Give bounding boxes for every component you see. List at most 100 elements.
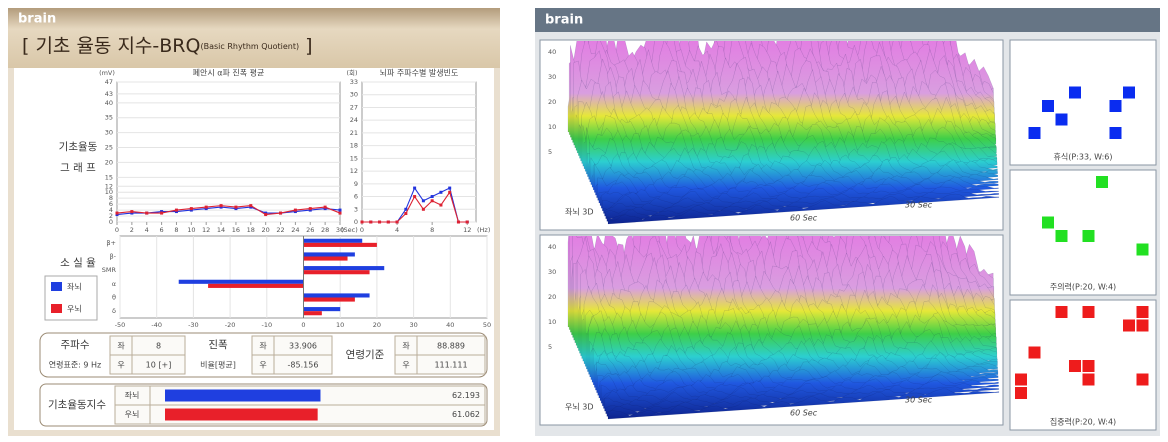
x-tick-label: 2 bbox=[130, 226, 134, 234]
point bbox=[439, 190, 443, 194]
point bbox=[395, 220, 399, 224]
pattern-cell bbox=[1055, 113, 1068, 126]
surface-plot bbox=[567, 41, 1000, 225]
x-unit: (Sec) bbox=[341, 226, 358, 234]
x-tick-label: 50 bbox=[483, 321, 491, 329]
pattern-cell bbox=[1028, 346, 1041, 359]
point bbox=[448, 190, 452, 194]
category-label: SMR bbox=[102, 266, 117, 274]
point bbox=[145, 211, 149, 215]
pattern-cell bbox=[1136, 319, 1149, 332]
y-tick-label: 15 bbox=[105, 173, 113, 181]
series-line bbox=[116, 205, 341, 216]
x-tick-label: 10 bbox=[336, 321, 344, 329]
x-tick-label: 18 bbox=[247, 226, 255, 234]
bar bbox=[303, 242, 377, 247]
y-tick-label: 24 bbox=[350, 116, 358, 124]
x-tick-label: 22 bbox=[276, 226, 284, 234]
point bbox=[219, 204, 223, 208]
legend-label: 우뇌 bbox=[67, 305, 82, 314]
row-label: 우 bbox=[259, 361, 266, 370]
x-tick-label: -50 bbox=[115, 321, 126, 329]
surface-row bbox=[605, 380, 999, 414]
chart-title: 폐안시 α파 진폭 평균 bbox=[193, 68, 265, 78]
row-label: 우 bbox=[117, 361, 124, 370]
category-label: α bbox=[112, 280, 116, 288]
y-tick-label: 33 bbox=[350, 78, 358, 86]
surface-row bbox=[607, 388, 1000, 420]
right-header bbox=[535, 8, 1160, 32]
value-label: 61.062 bbox=[452, 410, 480, 419]
legend-label: 좌뇌 bbox=[67, 283, 82, 292]
y-tick-label: 6 bbox=[354, 193, 358, 201]
pattern-cell bbox=[1055, 306, 1068, 318]
category-label: θ bbox=[112, 294, 116, 302]
bar bbox=[303, 266, 385, 271]
y-tick-label: 20 bbox=[105, 158, 113, 166]
row-label: 우뇌 bbox=[125, 410, 140, 419]
plot-area bbox=[361, 81, 477, 223]
row-label: 우 bbox=[402, 361, 409, 370]
row-value: 111.111 bbox=[434, 361, 467, 370]
page-title: [ 기초 율동 지수-BRQ(Basic Rhythm Quotient) ] bbox=[22, 35, 313, 57]
bar bbox=[303, 238, 363, 243]
y-tick-label: 12 bbox=[350, 167, 358, 175]
surface-row bbox=[607, 193, 1000, 225]
legend-swatch bbox=[51, 282, 62, 291]
title-main: [ 기초 율동 지수-BRQ bbox=[22, 35, 200, 57]
bar bbox=[303, 256, 348, 261]
section-label: 기초율동 bbox=[59, 141, 98, 153]
section-label: 그 래 프 bbox=[60, 162, 96, 174]
point bbox=[308, 207, 312, 211]
summary-title: 진폭 bbox=[208, 339, 228, 351]
x-tick-label: 4 bbox=[395, 226, 399, 234]
x-tick-label: 6 bbox=[160, 226, 164, 234]
pattern-cell bbox=[1069, 360, 1081, 372]
point bbox=[293, 208, 297, 212]
x-tick-label: 8 bbox=[430, 226, 434, 234]
row-label: 좌 bbox=[117, 342, 125, 351]
point bbox=[174, 208, 178, 212]
x-tick-label: 40 bbox=[446, 321, 454, 329]
pattern-cell bbox=[1028, 127, 1041, 139]
y-tick-label: 18 bbox=[350, 142, 358, 150]
point bbox=[378, 220, 382, 224]
summary-note: 비율[평균] bbox=[200, 360, 236, 370]
x-tick-label: 28 bbox=[321, 226, 329, 234]
y-tick-label: 35 bbox=[105, 114, 113, 122]
row-label: 좌 bbox=[259, 342, 267, 351]
row-value: 10 [+] bbox=[146, 361, 172, 370]
surface-label: 우뇌 3D bbox=[565, 403, 594, 412]
legend-swatch bbox=[51, 304, 62, 313]
x-tick-label: 0 bbox=[115, 226, 119, 234]
category-label: β+ bbox=[106, 239, 116, 247]
bar bbox=[303, 297, 355, 302]
z-tick-label: 5 bbox=[548, 148, 552, 156]
x-tick-label: -30 bbox=[188, 321, 199, 329]
x-tick-label: 12 bbox=[463, 226, 471, 234]
series-line bbox=[116, 206, 341, 216]
pattern-label: 주의력(P:20, W:4) bbox=[1050, 282, 1116, 292]
title-end: ] bbox=[299, 35, 312, 57]
bar bbox=[303, 270, 370, 275]
time-label: 60 Sec bbox=[790, 214, 818, 223]
point bbox=[439, 203, 443, 207]
point bbox=[369, 220, 373, 224]
y-tick-label: 6 bbox=[109, 200, 113, 208]
point bbox=[465, 220, 469, 224]
row-value: 33.906 bbox=[289, 342, 317, 351]
brq-label: 기초율동지수 bbox=[48, 399, 106, 411]
value-label: 62.193 bbox=[452, 391, 480, 400]
y-tick-label: 15 bbox=[350, 154, 358, 162]
pattern-cell bbox=[1109, 100, 1122, 112]
z-tick-label: 40 bbox=[548, 48, 556, 56]
title-sub: (Basic Rhythm Quotient) bbox=[200, 42, 299, 51]
surface-label: 좌뇌 3D bbox=[565, 208, 594, 217]
y-tick-label: 30 bbox=[105, 129, 113, 137]
y-tick-label: 0 bbox=[109, 218, 113, 226]
bar bbox=[178, 279, 304, 284]
point bbox=[421, 199, 425, 203]
y-tick-label: 30 bbox=[350, 91, 358, 99]
pattern-cell bbox=[1096, 176, 1108, 188]
pattern-label: 집중력(P:20, W:4) bbox=[1050, 417, 1116, 427]
